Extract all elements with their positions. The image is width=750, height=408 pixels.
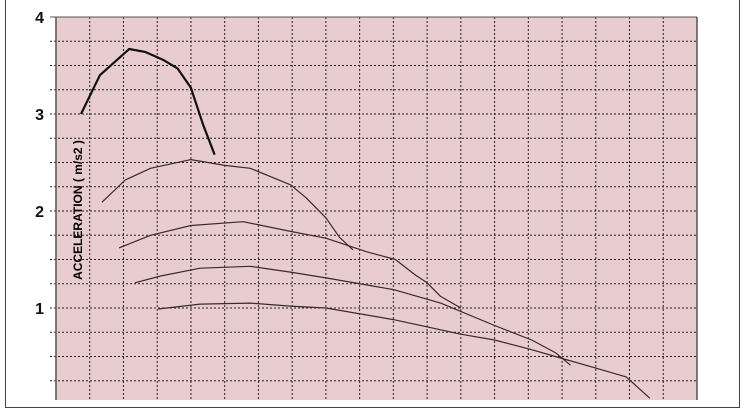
- y-tick-label: 1: [35, 301, 44, 318]
- y-tick-label: 0: [35, 398, 44, 400]
- y-tick-label: 4: [35, 10, 44, 27]
- series-line-4: [134, 265, 571, 366]
- y-axis-label: ACCELERATION ( m/s2 ): [70, 140, 85, 280]
- plot-area: [56, 17, 697, 400]
- series-line-5: [158, 302, 651, 399]
- y-tick-label: 2: [35, 204, 44, 221]
- series-line-3: [118, 221, 462, 309]
- series-line-2: [101, 159, 354, 251]
- series-line-1: [80, 47, 216, 156]
- y-tick-label: 3: [35, 107, 44, 124]
